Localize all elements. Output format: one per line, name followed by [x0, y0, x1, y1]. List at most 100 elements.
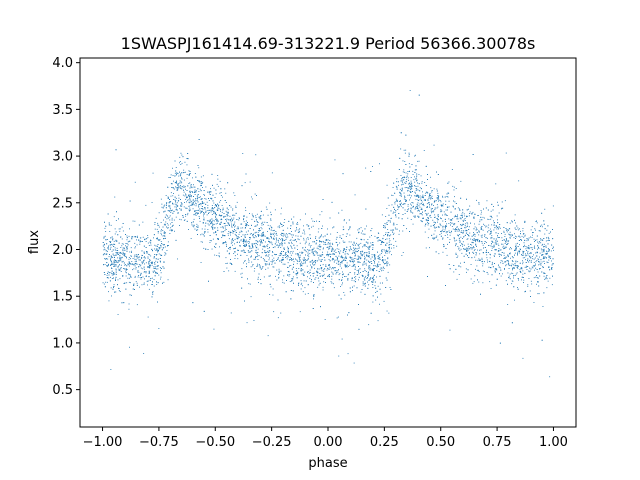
data-point [155, 217, 157, 219]
data-point [249, 247, 251, 249]
data-point [409, 199, 410, 201]
data-point [108, 300, 110, 302]
data-point [484, 224, 486, 226]
data-point [166, 203, 167, 205]
data-point [389, 220, 391, 222]
data-point [445, 225, 447, 227]
data-point [482, 229, 484, 231]
data-point [117, 279, 119, 281]
data-point [285, 233, 287, 235]
data-point [410, 186, 412, 188]
data-point [524, 291, 526, 293]
data-point [380, 293, 382, 295]
data-point [267, 244, 269, 246]
data-point [276, 260, 277, 261]
data-point [309, 269, 311, 271]
data-point [508, 277, 509, 278]
data-point [528, 270, 530, 272]
data-point [303, 259, 305, 261]
data-point [321, 241, 322, 243]
data-point [110, 287, 112, 289]
data-point [188, 194, 190, 196]
data-point [535, 276, 537, 278]
data-point [225, 241, 226, 243]
data-point [144, 263, 145, 265]
data-point [398, 184, 399, 186]
data-point [104, 264, 106, 265]
data-point [329, 276, 330, 278]
data-point [522, 273, 524, 275]
data-point [486, 257, 488, 259]
data-point [416, 205, 417, 207]
data-point [299, 263, 301, 265]
data-point [297, 273, 299, 274]
data-point [461, 252, 463, 254]
data-point [323, 271, 325, 272]
data-point [164, 246, 166, 248]
data-point [259, 230, 261, 231]
data-point [353, 251, 355, 253]
data-point [145, 276, 147, 277]
data-point [418, 196, 420, 198]
data-point [349, 246, 351, 247]
data-point [189, 190, 191, 192]
data-point [314, 221, 315, 222]
data-point [267, 248, 269, 249]
data-point [142, 276, 144, 278]
data-point [395, 215, 397, 216]
data-point [240, 240, 242, 242]
data-point [471, 235, 473, 237]
data-point [128, 258, 130, 260]
data-point [454, 196, 455, 198]
data-point [516, 247, 517, 249]
data-point [441, 205, 443, 207]
data-point [313, 298, 314, 300]
data-point [341, 256, 343, 258]
data-point [361, 250, 363, 252]
data-point [450, 219, 452, 221]
data-point [437, 198, 438, 200]
data-point [279, 243, 281, 244]
data-point [128, 274, 130, 276]
data-point [272, 260, 274, 262]
data-point [176, 204, 178, 206]
data-point [133, 264, 135, 266]
data-point [149, 271, 150, 273]
data-point [337, 263, 339, 265]
data-point [519, 269, 521, 271]
data-point [312, 259, 313, 261]
data-point [343, 248, 345, 250]
data-point [154, 244, 156, 246]
data-point [122, 253, 123, 255]
data-point [355, 276, 357, 278]
data-point [285, 236, 287, 238]
data-point [255, 258, 256, 260]
data-point [133, 263, 135, 265]
data-point [298, 261, 300, 262]
data-point [320, 261, 322, 262]
data-point [222, 231, 224, 232]
data-point [549, 256, 551, 258]
data-point [296, 274, 298, 276]
data-point [198, 197, 200, 198]
data-point [479, 249, 480, 251]
data-point [315, 242, 317, 244]
data-point [255, 242, 257, 244]
data-point [368, 252, 370, 254]
data-point [420, 197, 422, 199]
data-point [206, 214, 208, 216]
data-point [493, 229, 495, 231]
data-point [438, 196, 439, 198]
data-point [398, 217, 400, 219]
data-point [509, 236, 511, 238]
data-point [290, 245, 292, 247]
data-point [546, 250, 547, 252]
data-point [476, 232, 478, 234]
data-point [290, 290, 292, 291]
data-point [161, 229, 162, 231]
data-point [511, 283, 513, 285]
data-point [156, 245, 158, 247]
data-point [161, 249, 163, 251]
data-point [304, 293, 306, 295]
data-point [249, 238, 251, 240]
